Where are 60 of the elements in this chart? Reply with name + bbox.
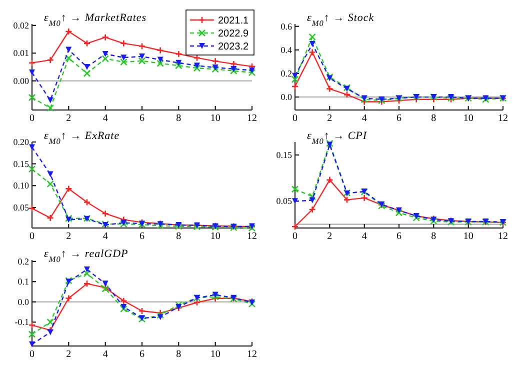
legend-label: 2023.2 (218, 42, 250, 52)
x-tick-label: 4 (362, 231, 367, 242)
chart-title: ε$_{M0}$↑ → Stock (307, 12, 375, 28)
x-tick-label: 12 (247, 349, 257, 360)
x-tick-label: 10 (210, 231, 220, 242)
x-tick-label: 12 (498, 231, 508, 242)
y-tick-label: 0.4 (280, 44, 292, 55)
x-tick-label: 12 (247, 113, 257, 124)
x-tick-label: 6 (140, 349, 144, 360)
x-tick-label: 6 (396, 113, 402, 124)
x-tick-label: 4 (102, 231, 108, 242)
y-tick-label: 0.15 (276, 150, 292, 160)
y-tick-label: 0.01 (13, 48, 29, 58)
legend-label: 2021.1 (218, 16, 250, 26)
x-tick-label: 12 (247, 231, 257, 242)
y-tick-label: 0.05 (13, 202, 30, 212)
y-tick-label: 0.02 (13, 20, 29, 30)
y-tick-label: -0.1 (14, 317, 29, 328)
x-tick-label: 2 (327, 113, 332, 124)
chart-title: ε$_{M0}$↑ → MarketRates (44, 12, 147, 28)
legend-label: 2022.9 (218, 28, 250, 40)
y-tick-label: 0.15 (13, 158, 30, 169)
x-tick-label: 8 (431, 231, 436, 242)
x-tick-label: 0 (30, 349, 34, 360)
x-tick-label: 8 (176, 349, 182, 360)
x-tick-label: 0 (292, 113, 298, 124)
chart-title: ε$_{M0}$↑ → CPI (307, 130, 368, 146)
y-tick-label: 0.20 (13, 137, 30, 147)
x-tick-label: 0 (30, 231, 34, 242)
y-tick-label: 0.0 (280, 92, 292, 102)
y-tick-label: 0.0 (18, 296, 30, 307)
x-tick-label: 8 (176, 231, 182, 242)
x-tick-label: 4 (362, 113, 367, 124)
x-tick-label: 2 (327, 231, 332, 242)
x-tick-label: 6 (140, 231, 144, 242)
x-tick-label: 10 (463, 231, 474, 242)
chart-title: ε$_{M0}$↑ → ExRate (44, 130, 120, 146)
x-tick-label: 8 (431, 113, 436, 124)
y-tick-label: 0.1 (18, 276, 29, 287)
x-tick-label: 10 (210, 113, 220, 124)
x-tick-label: 4 (102, 349, 108, 360)
y-tick-label: 0.2 (280, 68, 292, 78)
y-tick-label: 0.05 (276, 196, 292, 206)
y-tick-label: 0.2 (18, 256, 29, 266)
x-tick-label: 2 (66, 113, 72, 124)
y-tick-label: 0.10 (13, 180, 30, 191)
x-tick-label: 0 (30, 113, 34, 124)
chart-title: ε$_{M0}$↑ → realGDP (44, 248, 128, 264)
x-tick-label: 6 (140, 113, 144, 124)
x-tick-label: 8 (176, 113, 182, 124)
x-tick-label: 10 (210, 349, 220, 360)
y-tick-label: 0.00 (13, 76, 30, 86)
x-tick-label: 2 (66, 231, 72, 242)
x-tick-label: 4 (102, 113, 108, 124)
x-tick-label: 2 (66, 349, 72, 360)
x-tick-label: 0 (292, 231, 298, 242)
x-tick-label: 10 (463, 113, 474, 124)
y-tick-label: 0.6 (280, 21, 292, 32)
x-tick-label: 6 (396, 231, 402, 242)
x-tick-label: 12 (498, 113, 508, 124)
